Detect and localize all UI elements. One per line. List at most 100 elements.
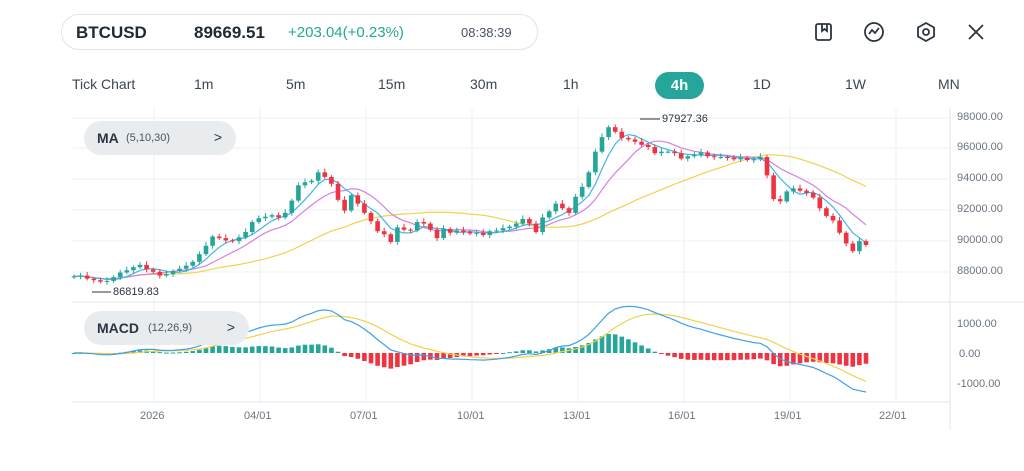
macd-histogram-bar (282, 348, 288, 353)
candle-body (474, 232, 479, 234)
tab-15m[interactable]: 15m (378, 76, 406, 92)
macd-histogram-bar (837, 353, 842, 365)
macd-histogram-bar (474, 353, 479, 356)
symbol-name: BTCUSD (76, 23, 147, 42)
tab-30m[interactable]: 30m (470, 76, 498, 92)
candle-body (777, 199, 783, 202)
macd-histogram-bar (804, 353, 809, 363)
candle-body (322, 172, 328, 177)
macd-histogram-bar (401, 353, 407, 366)
macd-histogram-bar (269, 346, 275, 353)
tab-tick-chart[interactable]: Tick Chart (72, 76, 136, 92)
candle-body (454, 230, 460, 233)
macd-histogram-bar (513, 351, 519, 353)
candle-body (824, 208, 829, 216)
macd-histogram-bar (665, 353, 671, 356)
price-change: +203.04(+0.23%) (288, 24, 404, 41)
macd-histogram-bar (368, 353, 374, 364)
macd-histogram-bar (421, 353, 427, 361)
macd-histogram-bar (711, 353, 717, 361)
macd-histogram-bar (619, 336, 625, 353)
candle-body (408, 229, 413, 231)
macd-histogram-bar (223, 346, 229, 353)
candle-body (711, 156, 717, 158)
candle-body (256, 218, 262, 223)
macd-histogram-bar (738, 353, 743, 360)
macd-axis-label: -1000.00 (957, 378, 1001, 390)
macd-histogram-bar (606, 334, 611, 353)
candle-body (560, 203, 565, 209)
macd-histogram-bar (388, 353, 394, 369)
macd-histogram-bar (131, 350, 136, 353)
macd-histogram-bar (395, 353, 400, 367)
macd-histogram-bar (467, 353, 473, 357)
ma-indicator-button[interactable]: MA (5,10,30) > (84, 121, 236, 155)
candle-body (223, 238, 229, 241)
macd-histogram-bar (659, 353, 664, 354)
macd-indicator-button[interactable]: MACD (12,26,9) > (84, 311, 249, 345)
candle-body (177, 268, 182, 271)
macd-histogram-bar (408, 353, 413, 365)
macd-histogram-bar (705, 353, 710, 361)
candles (71, 124, 869, 285)
candle-body (276, 215, 281, 218)
tab-4h[interactable]: 4h (655, 72, 704, 99)
macd-histogram-bar (230, 346, 235, 353)
candle-body (447, 228, 453, 233)
tab-1w[interactable]: 1W (845, 76, 866, 92)
macd-histogram-bar (150, 351, 156, 353)
tab-1h[interactable]: 1h (563, 76, 579, 92)
macd-axis-label: 1000.00 (957, 318, 997, 330)
candle-body (84, 275, 90, 279)
candle-body (725, 157, 730, 159)
macd-histogram-bar (771, 353, 776, 365)
price-axis-label: 90000.00 (957, 234, 1003, 246)
macd-histogram-bar (190, 351, 196, 353)
macd-histogram-bar (685, 353, 691, 360)
macd-histogram-bar (302, 344, 308, 353)
macd-histogram-bar (375, 353, 380, 366)
indicator-icon[interactable] (862, 20, 886, 44)
macd-histogram-bar (362, 353, 367, 361)
tab-1m[interactable]: 1m (194, 76, 214, 92)
candle-body (784, 191, 790, 202)
tab-5m[interactable]: 5m (286, 76, 306, 92)
candle-body (243, 231, 248, 238)
macd-histogram-bar (183, 351, 189, 353)
candle-body (672, 151, 677, 154)
macd-histogram-bar (276, 347, 281, 353)
candle-body (586, 172, 592, 187)
candle-body (342, 199, 347, 211)
candle-body (263, 216, 268, 219)
macd-histogram-bar (309, 344, 314, 353)
macd-params: (12,26,9) (148, 322, 193, 334)
settings-icon[interactable] (914, 20, 938, 44)
price-axis-label: 94000.00 (957, 172, 1003, 184)
candle-body (183, 265, 189, 269)
candle-body (203, 245, 209, 255)
candle-body (421, 222, 427, 224)
tab-mn[interactable]: MN (938, 76, 960, 92)
macd-histogram-bar (197, 349, 202, 353)
macd-histogram-bar (586, 342, 592, 353)
date-axis-label: 16/01 (668, 410, 696, 422)
candle-body (527, 218, 532, 224)
candle-body (645, 144, 651, 148)
close-icon[interactable] (964, 20, 988, 44)
tab-1d[interactable]: 1D (753, 76, 771, 92)
candle-body (282, 212, 288, 218)
macd-histogram-bar (797, 353, 803, 364)
macd-histogram-bar (533, 351, 539, 353)
macd-histogram-bar (672, 353, 677, 358)
date-axis-label: 22/01 (879, 410, 907, 422)
macd-histogram-bar (573, 346, 578, 353)
candle-body (513, 223, 519, 227)
macd-histogram-bar (461, 353, 466, 357)
bookmark-icon[interactable] (812, 20, 836, 44)
candle-body (124, 270, 130, 273)
macd-histogram-bar (342, 353, 347, 357)
candle-body (210, 236, 215, 246)
chevron-right-icon: > (213, 129, 222, 145)
ma-label: MA (97, 130, 119, 146)
